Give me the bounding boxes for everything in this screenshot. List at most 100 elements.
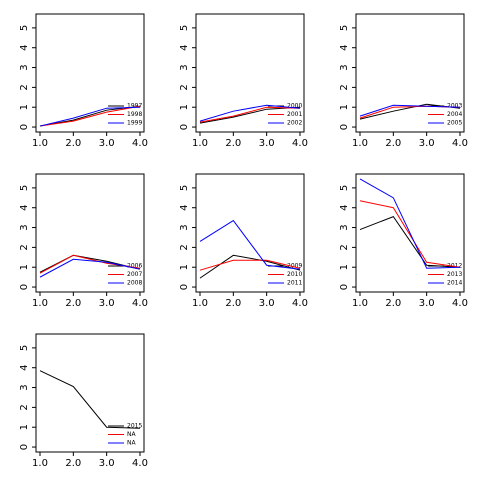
y-tick-label: 2 (179, 84, 190, 90)
y-tick-label: 0 (179, 284, 190, 290)
x-tick-label: 1.0 (32, 298, 48, 309)
x-tick-label: 3.0 (419, 138, 435, 149)
x-tick-label: 3.0 (99, 138, 115, 149)
x-tick-label: 2.0 (65, 298, 81, 309)
y-tick-label: 2 (339, 244, 350, 250)
y-tick-label: 3 (179, 224, 190, 230)
series-line (199, 104, 301, 122)
series-line (359, 200, 461, 268)
y-tick-label: 1 (179, 104, 190, 110)
x-tick-label: 1.0 (32, 458, 48, 469)
legend-label: 2009 (287, 263, 302, 270)
y-tick-label: 0 (19, 444, 30, 450)
x-tick-label: 2.0 (385, 138, 401, 149)
legend-label: 1999 (127, 120, 142, 127)
y-tick-label: 1 (339, 104, 350, 110)
y-tick-label: 5 (19, 185, 30, 191)
plot-frame (355, 13, 465, 133)
y-tick-label: 3 (19, 224, 30, 230)
y-tick-label: 5 (19, 345, 30, 351)
y-tick-label: 0 (339, 124, 350, 130)
x-tick-label: 1.0 (352, 298, 368, 309)
series-line (359, 104, 461, 117)
x-tick-label: 2.0 (65, 458, 81, 469)
x-tick-label: 3.0 (259, 298, 275, 309)
y-tick-label: 0 (179, 124, 190, 130)
x-tick-label: 4.0 (132, 138, 148, 149)
legend-label: 2006 (127, 263, 142, 270)
legend-label: 2001 (287, 111, 302, 118)
y-tick-label: 5 (339, 25, 350, 31)
y-tick-label: 4 (179, 45, 190, 51)
series-line (199, 219, 301, 270)
legend-label: 1998 (127, 111, 142, 118)
series-line (199, 254, 301, 279)
x-tick-label: 4.0 (292, 138, 308, 149)
y-tick-label: 1 (19, 424, 30, 430)
legend-label: 2002 (287, 120, 302, 127)
x-tick-label: 1.0 (192, 138, 208, 149)
legend-label: 2004 (447, 111, 462, 118)
legend-label: NA (127, 440, 136, 447)
plot-frame (355, 173, 465, 293)
y-tick-label: 0 (19, 284, 30, 290)
y-tick-label: 0 (339, 284, 350, 290)
y-tick-label: 2 (19, 244, 30, 250)
y-tick-label: 4 (19, 205, 30, 211)
y-tick-label: 3 (339, 64, 350, 70)
y-tick-label: 2 (19, 84, 30, 90)
y-tick-label: 0 (19, 124, 30, 130)
y-tick-label: 1 (19, 264, 30, 270)
plot-frame (195, 13, 305, 133)
y-tick-label: 4 (339, 45, 350, 51)
y-tick-label: 1 (19, 104, 30, 110)
x-tick-label: 3.0 (99, 298, 115, 309)
x-tick-label: 4.0 (452, 138, 468, 149)
x-tick-label: 1.0 (352, 138, 368, 149)
series-line (39, 105, 141, 127)
series-line (39, 258, 141, 278)
legend-label: 2005 (447, 120, 462, 127)
y-tick-label: 3 (19, 384, 30, 390)
legend-label: 2011 (287, 280, 302, 287)
series-line (359, 216, 461, 268)
series-line (359, 178, 461, 269)
y-tick-label: 2 (179, 244, 190, 250)
x-tick-label: 3.0 (259, 138, 275, 149)
y-tick-label: 1 (339, 264, 350, 270)
y-tick-label: 4 (19, 365, 30, 371)
y-tick-label: 4 (19, 45, 30, 51)
y-tick-label: 3 (19, 64, 30, 70)
y-tick-label: 2 (19, 404, 30, 410)
y-tick-label: 5 (179, 185, 190, 191)
x-tick-label: 3.0 (99, 458, 115, 469)
x-tick-label: 1.0 (32, 138, 48, 149)
legend-label: 1997 (127, 103, 142, 110)
legend-label: NA (127, 431, 136, 438)
legend-label: 2007 (127, 271, 142, 278)
x-tick-label: 2.0 (225, 298, 241, 309)
y-tick-label: 1 (179, 264, 190, 270)
legend-label: 2015 (127, 423, 142, 430)
x-tick-label: 4.0 (292, 298, 308, 309)
x-tick-label: 3.0 (419, 298, 435, 309)
legend-label: 2008 (127, 280, 142, 287)
y-tick-label: 3 (339, 224, 350, 230)
legend-label: 2010 (287, 271, 302, 278)
x-tick-label: 2.0 (65, 138, 81, 149)
y-tick-label: 5 (339, 185, 350, 191)
x-tick-label: 4.0 (132, 298, 148, 309)
x-tick-label: 4.0 (132, 458, 148, 469)
x-tick-label: 4.0 (452, 298, 468, 309)
x-tick-label: 1.0 (192, 298, 208, 309)
x-tick-label: 2.0 (225, 138, 241, 149)
plot-frame (35, 333, 145, 453)
series-line (199, 259, 301, 271)
series-line (199, 106, 301, 123)
plot-frame (35, 13, 145, 133)
